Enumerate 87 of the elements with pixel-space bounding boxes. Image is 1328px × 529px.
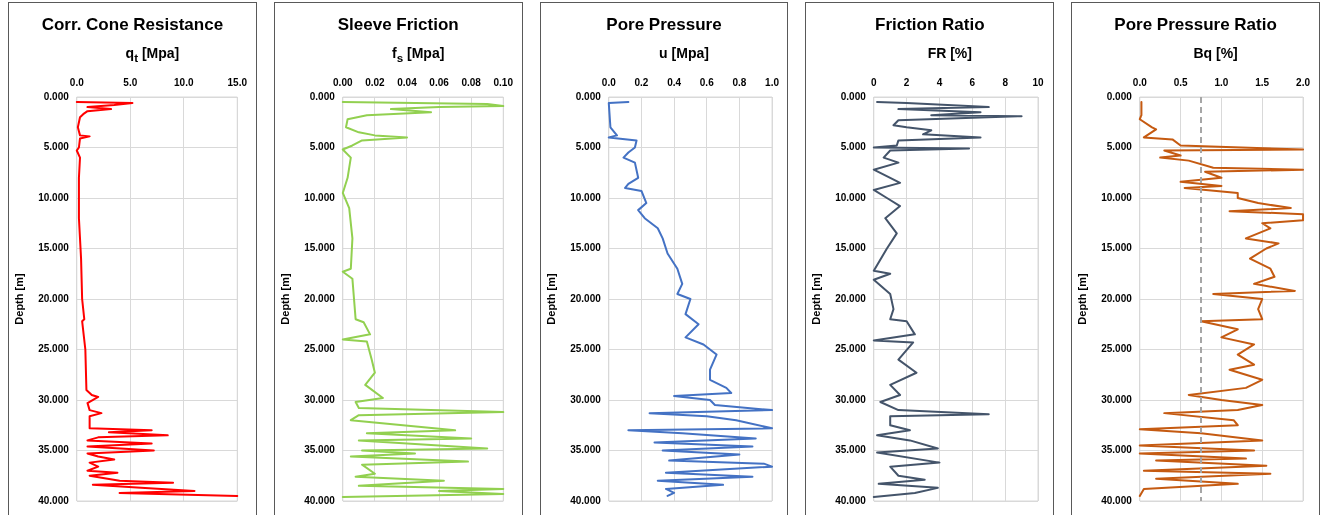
x-tick-label: 0 [871,76,878,88]
x-axis-title: u [Mpa] [658,45,710,63]
x-tick-label: 0.04 [397,76,417,88]
y-tick-label: 25.000 [303,343,336,355]
y-tick-label: 40.000 [303,494,336,506]
y-tick-label: 5.000 [1106,141,1133,153]
y-axis-title: Depth [m] [810,273,823,325]
y-tick-label: 20.000 [38,292,70,304]
x-axis-title: q$_{t}$ [Mpa] [124,45,181,66]
y-tick-label: 25.000 [1101,343,1133,355]
y-tick-label: 15.000 [835,242,867,254]
y-tick-label: 35.000 [1101,444,1133,456]
x-tick-label: 0.6 [699,76,714,88]
y-tick-label: 35.000 [38,444,70,456]
y-tick-label: 5.000 [43,141,70,153]
y-tick-label: 0.000 [309,90,336,102]
y-tick-label: 20.000 [1101,292,1133,304]
x-tick-label: 0.08 [461,76,482,88]
y-tick-label: 30.000 [38,393,70,405]
x-axis-title: Bq [%] [1192,45,1239,63]
y-tick-label: 15.000 [569,242,601,254]
chart-title: Pore Pressure [605,15,723,36]
x-tick-label: 2 [904,76,911,88]
y-tick-label: 15.000 [38,242,70,254]
y-tick-label: 15.000 [303,242,336,254]
x-tick-label: 0.0 [69,76,85,88]
y-tick-label: 5.000 [841,141,867,153]
y-axis-title: Depth [m] [544,273,557,325]
y-tick-label: 40.000 [569,494,601,506]
y-tick-label: 25.000 [569,343,601,355]
y-tick-label: 20.000 [569,292,601,304]
y-tick-label: 20.000 [303,292,336,304]
x-tick-label: 0.5 [1173,76,1189,88]
x-tick-label: 4 [937,76,944,88]
y-tick-label: 0.000 [841,90,867,102]
x-axis-title: FR [%] [926,45,973,63]
y-tick-label: 10.000 [1101,191,1133,203]
y-tick-label: 5.000 [309,141,336,153]
y-tick-label: 10.000 [303,191,336,203]
x-tick-label: 0.10 [493,76,514,88]
y-tick-label: 35.000 [569,444,601,456]
y-tick-label: 35.000 [835,444,867,456]
y-axis-title: Depth [m] [278,273,291,325]
y-tick-label: 20.000 [835,292,867,304]
y-tick-label: 15.000 [1101,242,1133,254]
x-tick-label: 0.00 [332,76,353,88]
x-tick-label: 0.02 [364,76,385,88]
x-tick-label: 10 [1032,76,1045,88]
x-tick-label: 0.06 [429,76,450,88]
x-tick-label: 10.0 [174,76,194,88]
x-tick-label: 0.2 [634,76,649,88]
y-tick-label: 10.000 [835,191,867,203]
x-tick-label: 2.0 [1296,76,1311,88]
y-tick-label: 30.000 [303,393,336,405]
x-tick-label: 5.0 [123,76,138,88]
y-tick-label: 30.000 [569,393,601,405]
y-tick-label: 0.000 [43,90,70,102]
x-tick-label: 8 [1002,76,1009,88]
x-tick-label: 0.4 [666,76,682,88]
x-tick-label: 15.0 [227,76,248,88]
y-tick-label: 25.000 [835,343,867,355]
x-tick-label: 1.0 [764,76,780,88]
x-tick-label: 0.0 [601,76,616,88]
chart-title: Friction Ratio [874,15,986,36]
x-tick-label: 0.8 [732,76,747,88]
y-tick-label: 25.000 [38,343,70,355]
x-tick-label: 6 [969,76,976,88]
y-tick-label: 40.000 [835,494,867,506]
chart-title: Pore Pressure Ratio [1113,15,1278,36]
y-tick-label: 35.000 [303,444,336,456]
chart-title: Corr. Cone Resistance [40,15,225,36]
y-tick-label: 5.000 [575,141,601,153]
y-tick-label: 10.000 [569,191,601,203]
x-tick-label: 1.0 [1214,76,1229,88]
y-tick-label: 30.000 [835,393,867,405]
y-tick-label: 10.000 [38,191,70,203]
y-tick-label: 30.000 [1101,393,1133,405]
y-axis-title: Depth [m] [12,273,25,325]
y-tick-label: 40.000 [38,494,70,506]
y-tick-label: 40.000 [1101,494,1133,506]
x-tick-label: 1.5 [1255,76,1270,88]
y-tick-label: 0.000 [575,90,601,102]
chart-title: Sleeve Friction [336,15,460,36]
y-tick-label: 0.000 [1106,90,1133,102]
y-axis-title: Depth [m] [1075,273,1088,325]
x-tick-label: 0.0 [1133,76,1148,88]
x-axis-title: f$_{s}$ [Mpa] [391,45,446,66]
